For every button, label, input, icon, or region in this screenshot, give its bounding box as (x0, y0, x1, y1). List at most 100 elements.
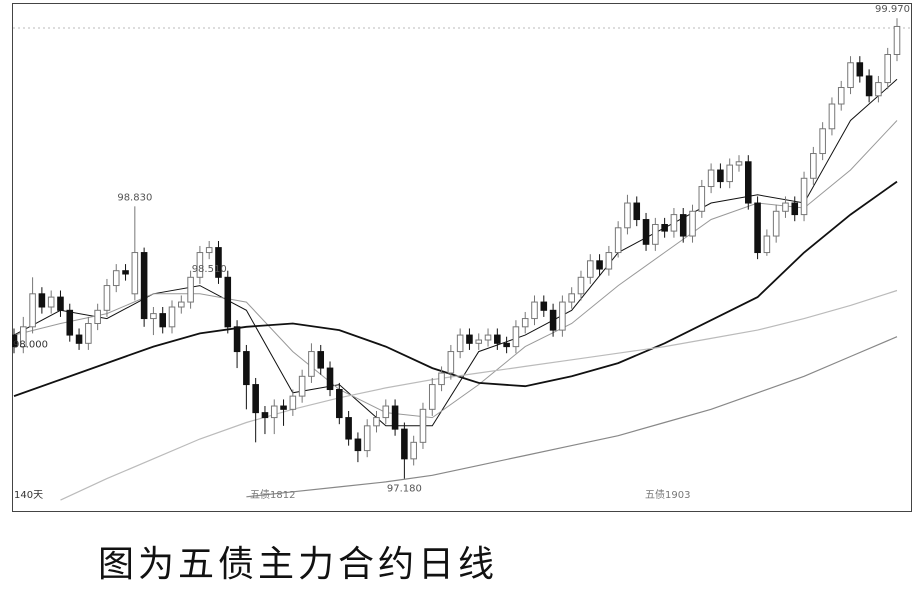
candle-body (57, 296, 64, 311)
candle-body (308, 351, 315, 377)
candle-body (847, 62, 854, 89)
candle-body (131, 252, 139, 295)
candle-body (373, 417, 380, 427)
chart-frame (12, 3, 912, 512)
footer-label: 140天 (14, 490, 43, 501)
candle-body (652, 223, 659, 245)
candle-body (289, 395, 297, 410)
price-label: 98.000 (13, 339, 48, 350)
plot-area (12, 18, 901, 501)
candle-body (568, 293, 575, 303)
candle-body (47, 296, 55, 308)
candle-body (772, 210, 780, 237)
candle-body (317, 351, 325, 369)
candle-body (512, 326, 520, 348)
candle-body (298, 375, 306, 397)
moving-average-line (13, 180, 898, 397)
candle-body (447, 351, 455, 374)
candle-body (428, 384, 436, 410)
candle-body (865, 75, 873, 97)
candle-body (20, 326, 27, 348)
candle-body (763, 235, 771, 254)
candle-body (38, 293, 46, 308)
candle-body (614, 227, 622, 254)
candle-body (215, 247, 222, 278)
candle-body (224, 276, 232, 328)
candle-body (605, 252, 613, 270)
candle-body (810, 153, 817, 179)
candle-body (893, 25, 901, 56)
candle-body (122, 270, 129, 275)
candle-body (466, 334, 473, 344)
price-label: 98.510 (192, 264, 227, 275)
candle-body (800, 177, 808, 216)
price-label: 97.180 (387, 484, 422, 495)
candle-body (494, 334, 501, 344)
moving-average-line (13, 120, 898, 419)
candle-body (94, 309, 101, 325)
candle-body (280, 405, 287, 410)
moving-average-line (60, 289, 898, 501)
candle-body (363, 425, 371, 452)
candle-body (540, 301, 548, 311)
candle-body (410, 441, 417, 460)
candle-body (326, 367, 334, 391)
price-label: 98.830 (117, 192, 152, 203)
candle-body (791, 202, 799, 216)
candle-body (475, 339, 483, 344)
price-label: 99.970 (875, 4, 910, 15)
candle-body (112, 270, 120, 287)
candle-body (670, 214, 678, 232)
candle-body (828, 103, 836, 130)
candle-body (549, 309, 557, 331)
candle-body (856, 62, 864, 77)
candle-body (178, 301, 185, 308)
moving-average-line (246, 336, 898, 498)
candle-body (819, 128, 826, 155)
candle-body (336, 389, 343, 419)
candle-body (624, 202, 631, 229)
candle-body (577, 276, 585, 295)
candle-body (187, 276, 194, 303)
candle-body (503, 342, 510, 348)
candle-body (717, 169, 724, 183)
candle-body (642, 219, 650, 245)
candle-body (391, 405, 399, 430)
candle-body (168, 306, 176, 328)
caption: 图为五债主力合约日线 (98, 544, 498, 585)
candle-body (150, 313, 157, 320)
candle-body (698, 186, 706, 212)
candle-body (66, 309, 74, 336)
candle-body (744, 161, 752, 204)
candle-body (586, 260, 594, 278)
candle-body (345, 417, 352, 440)
candle-body (205, 247, 213, 254)
candle-body (521, 318, 529, 328)
candle-body (633, 202, 641, 221)
candle-body (884, 54, 891, 84)
candle-body (270, 405, 278, 419)
footer-label: 五债1812 (250, 488, 295, 501)
candle-body (261, 412, 269, 419)
candle-body (354, 438, 362, 452)
candle-body (159, 313, 167, 328)
candle-body (707, 169, 715, 188)
candle-body (438, 372, 445, 386)
candle-body (456, 334, 464, 353)
candle-body (419, 408, 427, 443)
candle-body (726, 164, 733, 183)
candle-body (233, 326, 241, 353)
candle-body (401, 428, 408, 460)
candle-body (75, 334, 83, 344)
candle-body (679, 214, 687, 237)
candle-body (243, 351, 250, 386)
footer-label: 五债1903 (645, 488, 690, 501)
candle-body (875, 82, 882, 97)
candle-body (196, 252, 204, 278)
candle-body (29, 293, 36, 328)
candle-body (382, 405, 390, 419)
candle-body (85, 323, 92, 344)
candle-body (735, 161, 743, 166)
